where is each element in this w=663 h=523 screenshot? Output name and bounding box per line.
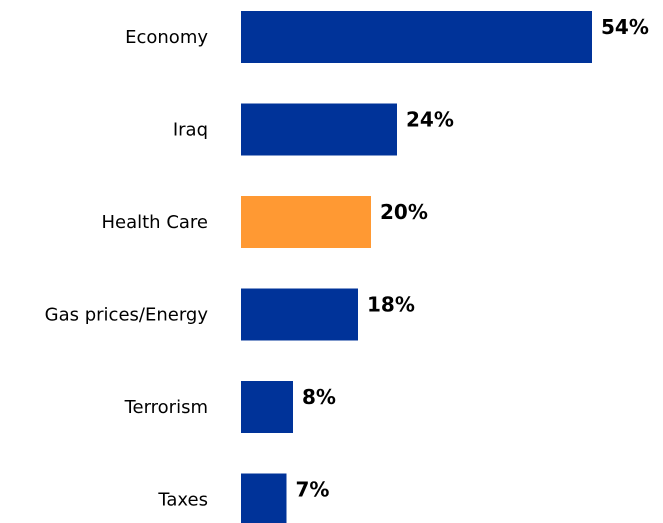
value-label-gas-prices-energy: 18% [367,293,415,317]
bar-health-care [241,196,371,248]
value-label-health-care: 20% [380,200,428,224]
category-label-taxes: Taxes [157,490,208,511]
bar-iraq [241,103,397,156]
category-label-gas-prices-energy: Gas prices/Energy [45,305,209,326]
category-label-economy: Economy [125,27,208,48]
category-label-iraq: Iraq [173,120,208,141]
bar-taxes [241,473,287,523]
bar-economy [241,11,592,63]
bar-gas-prices-energy [241,288,358,341]
category-label-health-care: Health Care [101,212,208,233]
bars-group: Economy 54% Iraq 24% Health Care 20% Gas price… [45,11,649,523]
value-label-taxes: 7% [296,478,330,502]
value-label-iraq: 24% [406,108,454,132]
bar-terrorism [241,381,293,433]
category-label-terrorism: Terrorism [124,397,208,418]
value-label-terrorism: 8% [302,385,336,409]
value-label-economy: 54% [601,15,649,39]
